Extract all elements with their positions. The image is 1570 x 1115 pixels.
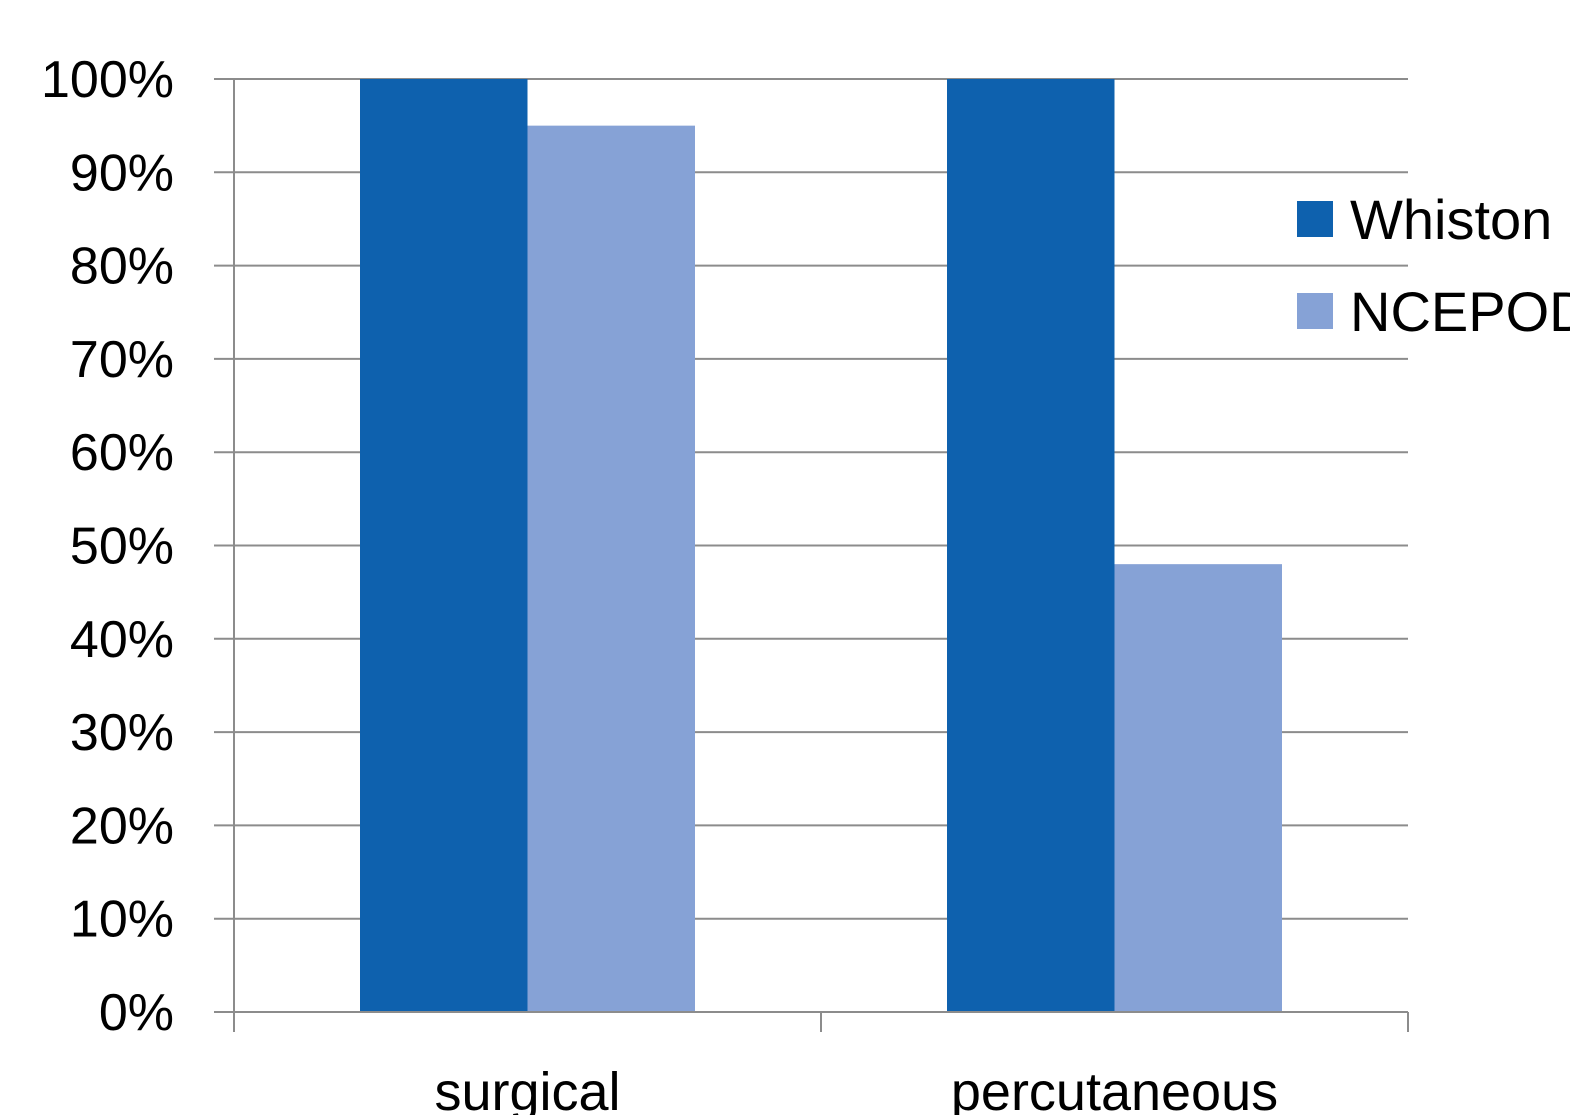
- bars: [360, 79, 1282, 1012]
- bar-whiston-surgical: [360, 79, 528, 1012]
- bar-ncepod-surgical: [527, 125, 695, 1012]
- legend-label-whiston: Whiston: [1350, 188, 1552, 251]
- legend: Whiston NCEPOD: [1297, 188, 1570, 343]
- y-tick-label: 40%: [70, 611, 174, 669]
- legend-label-ncepod: NCEPOD: [1350, 280, 1570, 343]
- y-tick-label: 0%: [99, 984, 174, 1042]
- bar-whiston-percutaneous: [947, 79, 1115, 1012]
- bar-ncepod-percutaneous: [1114, 564, 1282, 1012]
- y-tick-label: 70%: [70, 331, 174, 389]
- y-tick-label: 10%: [70, 891, 174, 949]
- legend-swatch-ncepod: [1297, 293, 1333, 329]
- y-axis-tick-labels: 0% 10% 20% 30% 40% 50% 60% 70% 80% 90% 100%: [41, 51, 174, 1042]
- x-axis-category-labels: surgical percutaneous: [434, 1062, 1278, 1115]
- y-tick-label: 90%: [70, 144, 174, 202]
- x-category-label: percutaneous: [951, 1062, 1278, 1115]
- legend-swatch-whiston: [1297, 201, 1333, 237]
- y-tick-label: 50%: [70, 518, 174, 576]
- axes: [214, 79, 1409, 1032]
- y-tick-label: 30%: [70, 704, 174, 762]
- y-tick-label: 20%: [70, 797, 174, 855]
- y-tick-label: 80%: [70, 238, 174, 296]
- y-tick-label: 100%: [41, 51, 174, 109]
- x-category-label: surgical: [434, 1062, 620, 1115]
- y-tick-label: 60%: [70, 424, 174, 482]
